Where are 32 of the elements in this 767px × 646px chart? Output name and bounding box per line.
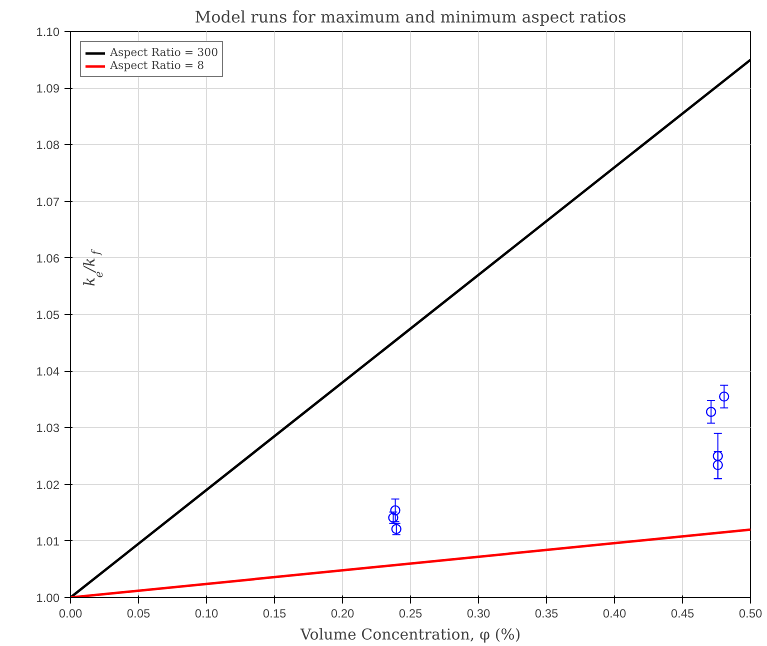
y-tick-label: 1.03 bbox=[36, 421, 60, 436]
y-tick-label: 1.00 bbox=[36, 591, 60, 605]
x-tick-label: 0.05 bbox=[126, 606, 151, 620]
x-tick-label: 0.10 bbox=[194, 606, 219, 620]
point bbox=[712, 460, 723, 470]
y-tick-label: 1.02 bbox=[36, 478, 60, 492]
x-tick-label: 0.30 bbox=[466, 606, 491, 620]
x-tick-label: 0.50 bbox=[738, 606, 763, 620]
point bbox=[706, 406, 716, 417]
x-tick-label: 0.40 bbox=[602, 606, 627, 620]
y-axis-title: ke/kf bbox=[80, 248, 106, 286]
point bbox=[390, 505, 400, 516]
legend-label: Aspect Ratio = 300 bbox=[110, 46, 218, 59]
x-tick-label: 0.45 bbox=[670, 606, 695, 620]
legend-label: Aspect Ratio = 8 bbox=[110, 59, 204, 72]
x-axis-title: Volume Concentration, φ (%) bbox=[299, 626, 521, 644]
y-tick-label: 1.05 bbox=[36, 308, 60, 322]
y-tick-label: 1.04 bbox=[36, 364, 60, 379]
x-tick-label: 0.25 bbox=[398, 606, 423, 620]
y-tick-label: 1.10 bbox=[36, 25, 60, 39]
chart-title: Model runs for maximum and minimum aspect ratios bbox=[194, 8, 626, 26]
x-tick-label: 0.00 bbox=[58, 606, 83, 620]
x-tick-label: 0.20 bbox=[330, 606, 355, 620]
x-tick-label: 0.35 bbox=[534, 606, 559, 620]
point bbox=[719, 391, 730, 402]
y-tick-label: 1.08 bbox=[36, 138, 60, 152]
y-tick-label: 1.07 bbox=[36, 194, 60, 209]
y-tick-label: 1.06 bbox=[36, 251, 60, 266]
y-tick-label: 1.09 bbox=[36, 82, 60, 96]
x-tick-label: 0.15 bbox=[262, 606, 287, 620]
point bbox=[712, 450, 723, 462]
y-tick-label: 1.01 bbox=[36, 534, 60, 548]
